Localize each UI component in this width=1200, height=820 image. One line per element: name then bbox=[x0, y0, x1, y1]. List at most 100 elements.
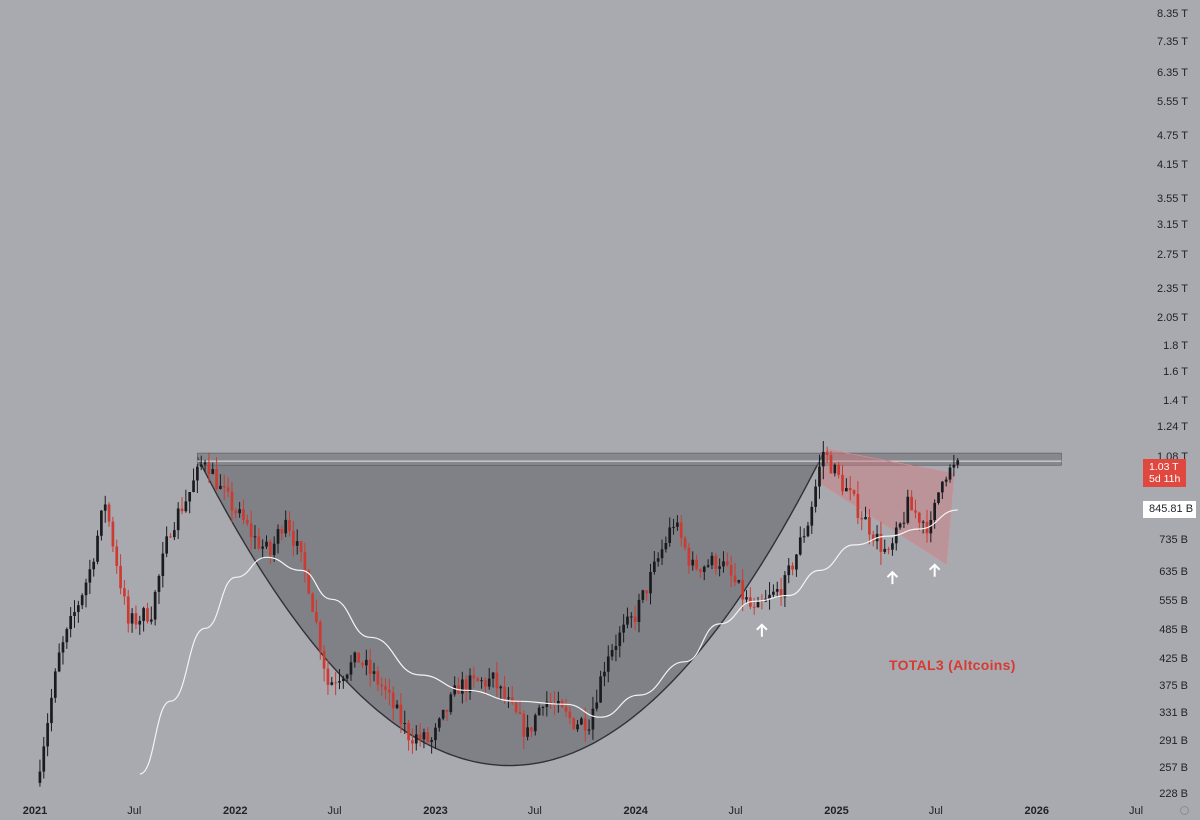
candle bbox=[910, 490, 913, 511]
candle-body bbox=[848, 488, 852, 491]
candle bbox=[687, 543, 691, 574]
handle-channel bbox=[819, 448, 955, 565]
candle-body bbox=[199, 464, 203, 467]
candle-body bbox=[311, 593, 314, 612]
candle bbox=[119, 554, 122, 595]
candle bbox=[706, 559, 710, 568]
candle-body bbox=[169, 536, 172, 538]
candle bbox=[107, 502, 111, 527]
candle bbox=[756, 596, 760, 608]
candle-body bbox=[334, 682, 337, 684]
candle-body bbox=[549, 701, 553, 704]
candle bbox=[130, 608, 134, 633]
candle bbox=[464, 675, 468, 702]
candle-body bbox=[676, 522, 679, 527]
candle bbox=[768, 582, 771, 610]
candle bbox=[88, 559, 92, 594]
candle bbox=[668, 517, 672, 547]
candle-body bbox=[618, 632, 622, 647]
price-tick-label: 1.4 T bbox=[1163, 394, 1188, 407]
candle-body bbox=[541, 706, 545, 708]
candle-body bbox=[568, 711, 572, 719]
candle-body bbox=[741, 580, 745, 600]
candle-body bbox=[898, 523, 902, 528]
candle-body bbox=[215, 469, 218, 489]
candle bbox=[134, 605, 138, 630]
price-tick-label: 8.35 T bbox=[1157, 8, 1188, 20]
candle bbox=[65, 627, 69, 649]
candle-body bbox=[53, 671, 57, 698]
candle-body bbox=[388, 689, 391, 693]
candle bbox=[944, 476, 948, 487]
candle-body bbox=[203, 462, 207, 465]
candle-body bbox=[349, 662, 353, 675]
candle-body bbox=[580, 718, 583, 725]
candle bbox=[372, 662, 376, 682]
settings-circle-icon[interactable] bbox=[1180, 806, 1189, 815]
time-tick-label: 2021 bbox=[22, 805, 48, 817]
candle-body bbox=[722, 561, 725, 567]
candle-body bbox=[76, 605, 80, 612]
candle-body bbox=[188, 492, 192, 502]
time-tick-label: Jul bbox=[127, 805, 142, 817]
candle bbox=[384, 678, 387, 700]
candle bbox=[73, 600, 76, 628]
candle bbox=[810, 501, 814, 534]
candle bbox=[380, 677, 384, 696]
candle-body bbox=[933, 502, 937, 520]
candle bbox=[599, 670, 602, 703]
candle-body bbox=[649, 571, 652, 594]
candle bbox=[219, 474, 222, 490]
candle-body bbox=[837, 464, 841, 475]
candle-body bbox=[956, 460, 960, 465]
candle-body bbox=[96, 535, 99, 562]
arrow-head bbox=[756, 623, 768, 631]
candle-body bbox=[426, 732, 430, 742]
candle-body bbox=[460, 679, 464, 694]
candle bbox=[714, 553, 718, 575]
candle-body bbox=[126, 596, 130, 624]
candle-body bbox=[718, 566, 721, 569]
candle-body bbox=[449, 694, 453, 713]
candle-body bbox=[806, 525, 810, 537]
candle bbox=[364, 649, 368, 676]
candle-body bbox=[46, 723, 49, 747]
candle-body bbox=[610, 649, 614, 657]
candle bbox=[779, 577, 783, 606]
cup-shape-layer bbox=[196, 452, 824, 767]
candle-body bbox=[929, 519, 933, 534]
candle-body bbox=[622, 624, 625, 633]
candle bbox=[818, 454, 821, 499]
candle-body bbox=[103, 504, 107, 511]
candle-body bbox=[772, 591, 775, 595]
candle-body bbox=[595, 702, 599, 709]
candle-body bbox=[948, 467, 952, 480]
candle-body bbox=[284, 519, 288, 534]
price-tick-label: 3.15 T bbox=[1157, 219, 1188, 232]
price-tick-label: 425 B bbox=[1159, 653, 1188, 666]
candle bbox=[749, 587, 752, 610]
candle-body bbox=[265, 541, 268, 547]
candle bbox=[184, 489, 188, 513]
candle-body bbox=[380, 684, 384, 687]
candle-body bbox=[783, 575, 787, 598]
candle bbox=[656, 552, 660, 567]
candle-body bbox=[710, 555, 714, 566]
candle-body bbox=[687, 547, 691, 566]
candle-body bbox=[660, 549, 664, 559]
handle-channel-layer bbox=[819, 448, 955, 565]
candle-body bbox=[111, 521, 115, 547]
candle-body bbox=[307, 570, 311, 594]
time-tick-label: Jul bbox=[728, 805, 743, 817]
price-tick-label: 5.55 T bbox=[1157, 96, 1188, 109]
candle bbox=[583, 707, 587, 742]
candle-body bbox=[165, 536, 169, 554]
candle bbox=[180, 497, 184, 515]
candle bbox=[222, 474, 226, 501]
candle-body bbox=[591, 708, 595, 730]
candle bbox=[883, 539, 887, 554]
candle-body bbox=[249, 523, 253, 538]
candle bbox=[833, 463, 837, 477]
candle bbox=[318, 619, 322, 660]
